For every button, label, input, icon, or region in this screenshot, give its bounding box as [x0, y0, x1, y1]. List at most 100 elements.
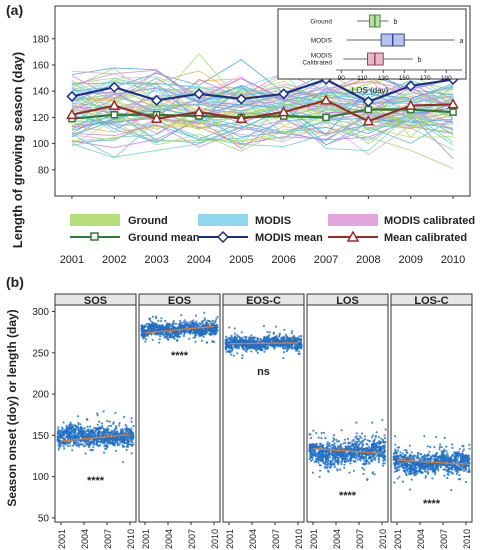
data-point	[298, 344, 301, 347]
data-point	[199, 334, 203, 337]
data-point	[141, 331, 144, 334]
data-point	[382, 457, 385, 460]
data-point	[84, 444, 87, 447]
b-x-tick-label: 2007	[355, 529, 365, 549]
x-tick-label: 2002	[102, 254, 126, 266]
y-tick-label: 140	[32, 87, 49, 98]
data-point	[368, 440, 371, 443]
data-point	[343, 438, 347, 441]
data-point	[282, 337, 285, 340]
data-point	[121, 428, 124, 431]
data-point	[384, 440, 387, 443]
data-point	[81, 443, 84, 446]
inset-significance-letter: b	[418, 57, 422, 64]
data-point	[181, 323, 184, 326]
legend-modis-cal-swatch	[328, 214, 378, 226]
data-point	[190, 320, 193, 323]
data-point	[205, 329, 208, 332]
b-x-tick-label: 2001	[393, 529, 403, 549]
data-point	[327, 470, 330, 473]
y-tick-label: 120	[32, 113, 49, 124]
data-point	[73, 433, 76, 436]
data-point	[410, 451, 413, 454]
data-point	[405, 469, 408, 472]
station-line	[71, 112, 454, 145]
data-point	[333, 434, 336, 437]
data-point	[449, 471, 453, 474]
data-point	[123, 415, 126, 418]
data-point	[69, 433, 72, 436]
data-point	[77, 423, 80, 426]
b-x-tick-label: 2004	[416, 529, 426, 549]
data-point	[252, 337, 255, 340]
data-point	[359, 455, 362, 458]
data-point	[379, 446, 382, 449]
data-point	[398, 475, 401, 478]
data-point	[382, 459, 385, 462]
data-point	[124, 427, 127, 431]
data-point	[70, 431, 73, 435]
data-point	[250, 334, 253, 337]
data-point	[160, 320, 163, 323]
data-point	[297, 352, 300, 356]
data-point	[151, 338, 154, 342]
b-x-tick-label: 2010	[378, 529, 388, 549]
modis-mean-point	[66, 90, 78, 102]
data-point	[118, 422, 121, 425]
data-point	[126, 427, 129, 431]
station-line	[71, 113, 454, 146]
data-point	[267, 340, 270, 343]
data-point	[467, 465, 470, 468]
data-point	[444, 463, 447, 466]
data-point	[468, 447, 471, 450]
data-point	[446, 457, 450, 460]
data-point	[155, 315, 158, 318]
data-point	[372, 440, 375, 443]
data-point	[163, 333, 166, 337]
data-point	[451, 472, 454, 475]
data-point	[208, 320, 211, 323]
facet-frame	[306, 304, 389, 523]
data-point	[393, 470, 396, 473]
data-point	[151, 328, 155, 331]
data-point	[67, 425, 70, 428]
data-point	[393, 457, 396, 460]
data-point	[106, 419, 109, 422]
data-point	[126, 430, 129, 433]
data-point	[309, 448, 312, 451]
data-point	[282, 357, 285, 360]
data-point	[97, 437, 100, 441]
data-point	[158, 333, 161, 336]
data-point	[183, 321, 186, 324]
b-x-tick-label: 2007	[271, 529, 281, 549]
data-point	[188, 337, 191, 340]
data-point	[168, 322, 171, 325]
data-point	[116, 444, 119, 447]
data-point	[317, 457, 320, 460]
data-point	[312, 453, 315, 456]
data-point	[351, 440, 354, 443]
b-x-tick-label: 2007	[187, 529, 197, 549]
data-point	[156, 333, 159, 336]
data-point	[443, 457, 446, 460]
trend-line	[60, 433, 131, 442]
data-point	[88, 425, 92, 428]
data-point	[203, 317, 206, 320]
data-point	[57, 438, 60, 441]
data-point	[420, 456, 424, 459]
data-point	[440, 455, 443, 458]
data-point	[443, 474, 446, 477]
data-point	[148, 317, 151, 320]
data-point	[436, 459, 439, 462]
data-point	[316, 442, 319, 445]
mean-calibrated-point	[150, 112, 163, 123]
data-point	[408, 455, 411, 458]
data-point	[352, 438, 355, 441]
data-point	[114, 411, 117, 414]
data-point	[97, 428, 100, 431]
data-point	[447, 473, 450, 476]
data-point	[278, 339, 281, 342]
data-point	[401, 452, 404, 455]
data-point	[339, 444, 342, 447]
b-y-tick-label: 200	[32, 390, 49, 401]
